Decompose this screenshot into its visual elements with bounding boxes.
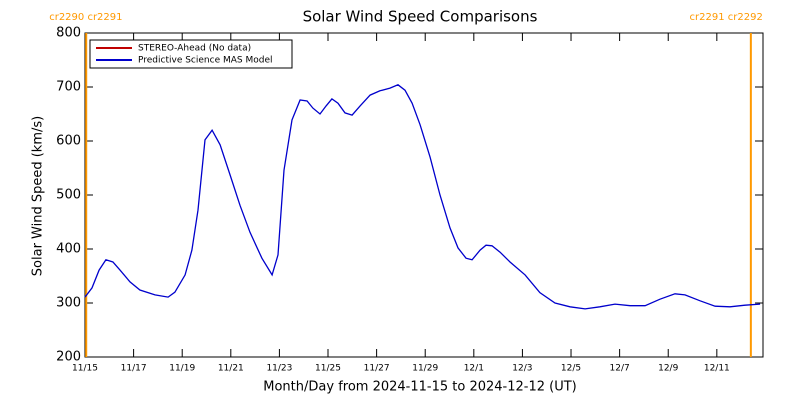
y-axis-label: Solar Wind Speed (km/s)	[31, 116, 46, 276]
x-tick-label: 11/25	[315, 364, 341, 374]
x-tick-label: 12/5	[561, 364, 581, 374]
x-tick-label: 12/7	[610, 364, 630, 374]
legend-label: STEREO-Ahead (No data)	[138, 44, 251, 54]
annotation: cr2290 cr2291	[49, 12, 122, 23]
x-tick-label: 11/17	[121, 364, 147, 374]
y-tick-label: 800	[56, 26, 81, 41]
series-line	[84, 84, 761, 310]
legend-box	[89, 39, 293, 69]
legend-label: Predictive Science MAS Model	[138, 56, 273, 66]
x-tick-label: 12/3	[512, 364, 532, 374]
x-tick-label: 11/15	[72, 364, 98, 374]
y-tick-label: 700	[56, 80, 81, 95]
y-tick-label: 400	[56, 242, 81, 257]
x-tick-label: 12/1	[464, 364, 484, 374]
x-tick-label: 11/27	[364, 364, 390, 374]
y-tick-label: 200	[56, 350, 81, 365]
x-tick-label: 12/11	[704, 364, 730, 374]
x-tick-label: 11/21	[218, 364, 244, 374]
x-axis-label: Month/Day from 2024-11-15 to 2024-12-12 …	[263, 380, 576, 395]
x-tick-label: 12/9	[658, 364, 678, 374]
annotation: cr2291 cr2292	[690, 12, 763, 23]
y-tick-label: 500	[56, 188, 81, 203]
x-tick-label: 11/19	[169, 364, 195, 374]
x-tick-label: 11/23	[266, 364, 292, 374]
x-tick-label: 11/29	[412, 364, 438, 374]
y-tick-label: 600	[56, 134, 81, 149]
chart-title: Solar Wind Speed Comparisons	[303, 8, 538, 26]
y-tick-label: 300	[56, 296, 81, 311]
